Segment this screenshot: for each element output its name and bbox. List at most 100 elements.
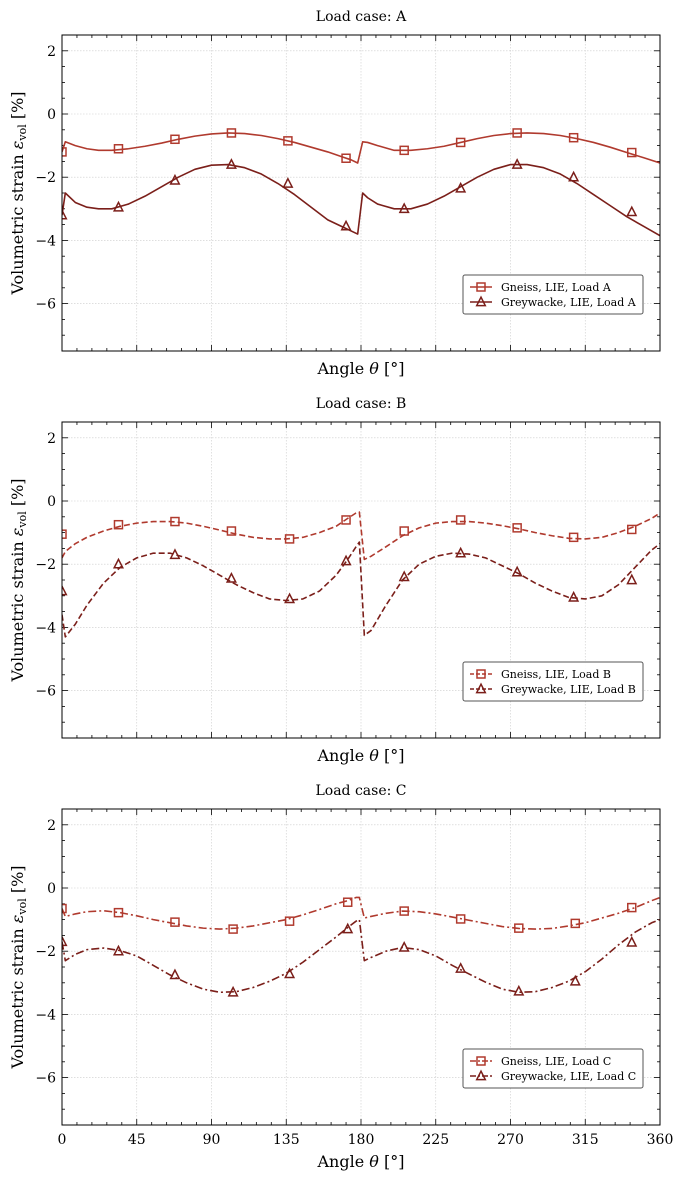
data-point-gneiss	[62, 529, 67, 539]
plot-area	[62, 511, 660, 638]
y-tick-label: −4	[35, 1007, 56, 1023]
data-point-greywacke	[169, 173, 181, 185]
data-point-greywacke	[112, 200, 125, 212]
data-point-greywacke	[340, 219, 352, 231]
data-point-gneiss	[283, 136, 293, 146]
data-point-gneiss	[455, 914, 466, 924]
data-point-greywacke	[225, 158, 237, 169]
legend-box	[462, 274, 644, 315]
y-tick-label: −6	[35, 297, 56, 313]
plot-area	[62, 896, 660, 997]
data-point-greywacke	[513, 984, 525, 996]
y-tick-label: −2	[35, 557, 56, 573]
x-tick-label: 180	[348, 1132, 375, 1148]
x-axis-label: Angle θ [°]	[317, 1152, 405, 1171]
data-point-greywacke	[511, 565, 523, 577]
x-axis-label: Angle θ [°]	[317, 746, 405, 765]
data-point-gneiss	[568, 532, 579, 543]
legend: Gneiss, LIE, Load C Greywacke, LIE, Load …	[462, 1048, 644, 1089]
x-tick-label: 360	[647, 1132, 674, 1148]
data-point-greywacke	[569, 974, 581, 986]
data-point-greywacke	[398, 202, 410, 214]
x-tick-label: 45	[128, 1132, 146, 1148]
data-point-gneiss	[455, 137, 466, 148]
data-point-greywacke	[282, 177, 294, 188]
legend-marker	[476, 282, 486, 292]
data-point-gneiss	[512, 128, 522, 138]
x-tick-label: 315	[572, 1132, 599, 1148]
chart-panel-2: Load case: B 2 0 −2 −4 −6 Angle θ [°] Volumetri…	[8, 396, 661, 765]
data-point-gneiss	[113, 144, 124, 154]
axes-frame	[61, 421, 661, 739]
data-point-greywacke	[169, 548, 181, 560]
data-point-greywacke	[455, 546, 467, 558]
data-point-gneiss	[568, 132, 579, 143]
data-point-greywacke	[284, 967, 296, 979]
legend-box	[462, 1048, 644, 1089]
data-point-gneiss	[627, 147, 637, 158]
data-point-greywacke	[568, 170, 580, 182]
series-line-gneiss	[62, 132, 660, 164]
legend-label: Gneiss, LIE, Load B	[501, 668, 611, 681]
y-tick-label: −4	[35, 620, 56, 636]
data-point-greywacke	[511, 158, 523, 169]
data-point-greywacke	[626, 935, 638, 947]
data-point-gneiss	[341, 153, 351, 163]
data-point-greywacke	[112, 557, 125, 569]
y-tick-label: 2	[47, 431, 56, 447]
legend-label: Gneiss, LIE, Load A	[501, 281, 612, 294]
chart-panel-1: Load case: A 2 0 −2 −4 −6 Angle θ [°] Volumetri…	[8, 9, 661, 378]
data-point-gneiss	[570, 918, 581, 929]
data-point-gneiss	[170, 134, 180, 145]
y-axis-label: Volumetric strain εvol [%]	[8, 478, 29, 682]
data-point-gneiss	[170, 516, 180, 527]
y-tick-label: 2	[47, 818, 56, 834]
data-point-gneiss	[113, 519, 124, 530]
data-point-gneiss	[627, 902, 637, 913]
x-axis-label: Angle θ [°]	[317, 359, 405, 378]
legend: Gneiss, LIE, Load B Greywacke, LIE, Load …	[462, 661, 644, 702]
y-tick-label: −6	[35, 1071, 56, 1087]
data-point-greywacke	[398, 940, 410, 952]
data-point-greywacke	[568, 590, 580, 602]
chart-title: Load case: A	[316, 9, 407, 25]
data-point-greywacke	[284, 592, 296, 604]
data-point-greywacke	[398, 570, 410, 582]
chart-panel-3: Load case: C 2 0 −2 −4 −6 0 45 90 135 180 225 270 315…	[8, 783, 673, 1171]
data-point-gneiss	[170, 917, 180, 927]
data-point-gneiss	[341, 515, 351, 525]
data-point-gneiss	[226, 526, 237, 536]
data-point-gneiss	[113, 907, 124, 918]
x-tick-label: 135	[273, 1132, 300, 1148]
data-point-greywacke	[626, 205, 638, 217]
data-point-greywacke	[455, 962, 467, 973]
axes-frame	[61, 34, 661, 352]
data-point-greywacke	[225, 571, 237, 583]
legend-marker	[476, 1056, 486, 1066]
axes-frame	[61, 808, 661, 1126]
y-axis-label: Volumetric strain εvol [%]	[8, 91, 29, 295]
data-point-gneiss	[512, 523, 522, 533]
x-tick-label: 225	[422, 1132, 449, 1148]
data-point-gneiss	[514, 923, 524, 933]
legend-label: Greywacke, LIE, Load B	[501, 683, 636, 696]
legend: Gneiss, LIE, Load A Greywacke, LIE, Load …	[462, 274, 644, 315]
data-point-greywacke	[169, 968, 181, 980]
plot-area	[62, 128, 660, 237]
series-line-greywacke	[62, 163, 660, 237]
legend-label: Greywacke, LIE, Load C	[501, 1070, 636, 1083]
y-tick-label: 0	[47, 107, 56, 123]
y-tick-label: −6	[35, 684, 56, 700]
data-point-gneiss	[226, 128, 237, 138]
y-tick-label: −2	[35, 170, 56, 186]
data-point-greywacke	[227, 985, 239, 997]
legend-label: Gneiss, LIE, Load C	[501, 1055, 611, 1068]
y-tick-label: 2	[47, 44, 56, 60]
y-tick-label: −2	[35, 944, 56, 960]
chart-title: Load case: C	[315, 783, 406, 799]
data-point-greywacke	[342, 922, 354, 934]
x-tick-label: 270	[497, 1132, 524, 1148]
data-point-gneiss	[228, 924, 238, 934]
y-tick-label: 0	[47, 881, 56, 897]
